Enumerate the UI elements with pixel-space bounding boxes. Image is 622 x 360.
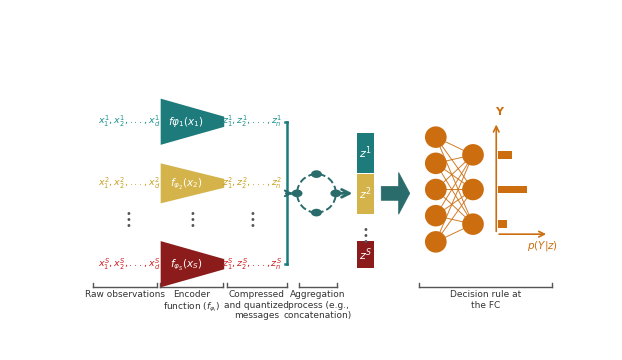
Ellipse shape <box>330 189 341 197</box>
Text: $z_1^1, z_2^1, ..., z_n^1$: $z_1^1, z_2^1, ..., z_n^1$ <box>222 114 282 129</box>
Text: •: • <box>190 221 195 231</box>
Circle shape <box>425 179 447 200</box>
Bar <box>498 186 527 193</box>
Circle shape <box>462 213 484 235</box>
Text: $z_1^S, z_2^S, ..., z_n^S$: $z_1^S, z_2^S, ..., z_n^S$ <box>222 257 282 272</box>
Bar <box>498 151 512 159</box>
Bar <box>357 241 374 268</box>
Text: Aggregation
process (e.g.,
concatenation): Aggregation process (e.g., concatenation… <box>284 291 352 320</box>
Text: •: • <box>249 221 255 231</box>
Text: $z_1^2, z_2^2, ..., z_n^2$: $z_1^2, z_2^2, ..., z_n^2$ <box>222 176 282 191</box>
Ellipse shape <box>311 209 322 216</box>
Text: Y: Y <box>495 107 503 117</box>
Text: $z^1$: $z^1$ <box>359 144 371 161</box>
Circle shape <box>462 179 484 200</box>
Text: Encoder
function ($f_{\varphi_i}$): Encoder function ($f_{\varphi_i}$) <box>163 291 220 314</box>
Bar <box>498 220 507 228</box>
Text: •: • <box>126 215 132 225</box>
Text: •: • <box>363 237 368 247</box>
Text: $f_{\varphi_S}(x_S)$: $f_{\varphi_S}(x_S)$ <box>170 257 202 272</box>
Text: •: • <box>190 209 195 219</box>
Polygon shape <box>160 163 224 203</box>
Text: $f_{\varphi_2}(x_2)$: $f_{\varphi_2}(x_2)$ <box>170 176 202 191</box>
Circle shape <box>425 153 447 174</box>
Text: •: • <box>190 215 195 225</box>
Polygon shape <box>160 99 224 145</box>
Text: $x_1^2, x_2^2, ..., x_d^2$: $x_1^2, x_2^2, ..., x_d^2$ <box>98 176 160 191</box>
Text: $z^2$: $z^2$ <box>359 186 371 202</box>
Text: $z^S$: $z^S$ <box>359 246 372 263</box>
Text: •: • <box>126 209 132 219</box>
Text: •: • <box>363 225 368 235</box>
Text: $f\varphi_1(x_1)$: $f\varphi_1(x_1)$ <box>169 115 204 129</box>
Text: Raw observations: Raw observations <box>85 291 165 300</box>
Text: $x_1^1, x_2^1, ..., x_d^1$: $x_1^1, x_2^1, ..., x_d^1$ <box>98 114 160 129</box>
Text: $p(Y|z)$: $p(Y|z)$ <box>527 239 559 253</box>
Ellipse shape <box>292 189 302 197</box>
Text: $x_1^S, x_2^S, ..., x_d^S$: $x_1^S, x_2^S, ..., x_d^S$ <box>98 257 160 272</box>
Text: •: • <box>249 215 255 225</box>
Text: •: • <box>363 231 368 241</box>
Text: •: • <box>126 221 132 231</box>
Bar <box>357 132 374 172</box>
Circle shape <box>425 205 447 226</box>
Ellipse shape <box>311 170 322 178</box>
Text: Compressed
and quantized
messages: Compressed and quantized messages <box>225 291 289 320</box>
Circle shape <box>425 231 447 253</box>
Circle shape <box>462 144 484 166</box>
Text: Decision rule at
the FC: Decision rule at the FC <box>450 291 521 310</box>
Text: •: • <box>249 209 255 219</box>
Circle shape <box>425 126 447 148</box>
Bar <box>357 174 374 214</box>
Polygon shape <box>160 241 224 287</box>
